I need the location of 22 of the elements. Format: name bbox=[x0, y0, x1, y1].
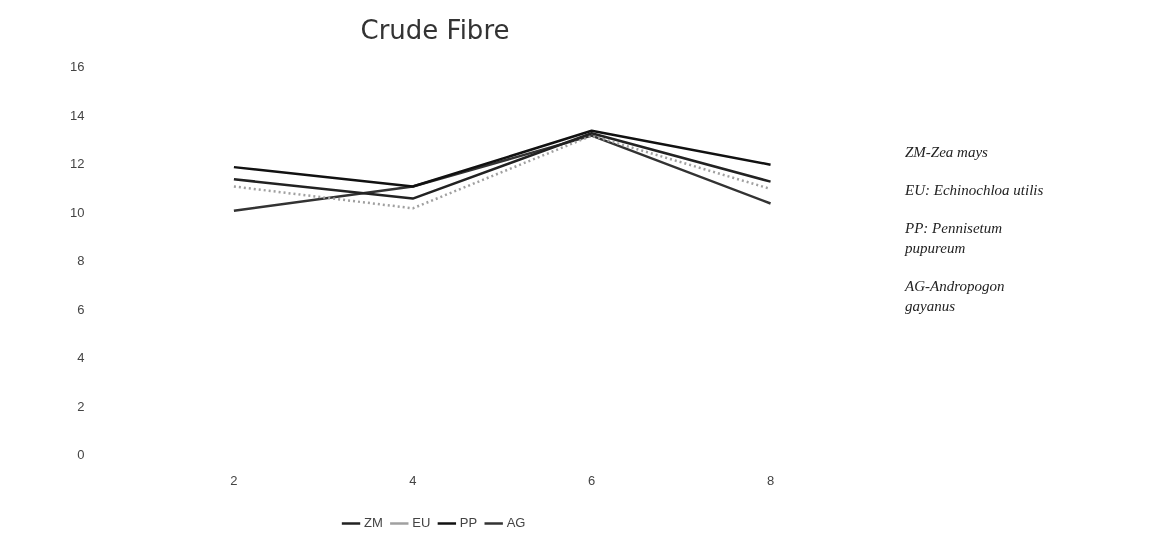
x-tick-label: 2 bbox=[230, 472, 238, 488]
y-tick-label: 12 bbox=[69, 156, 85, 172]
text: PP: Pennisetum pupureum bbox=[905, 219, 1004, 258]
y-tick-label: 14 bbox=[69, 107, 85, 123]
y-tick-label: 0 bbox=[77, 446, 85, 462]
chart-title: Crude Fibre bbox=[360, 14, 510, 45]
text: EU: Echinochloa utilis bbox=[905, 181, 1045, 200]
legend-label: PP bbox=[459, 515, 478, 531]
text: AG-Andropogon gayanus bbox=[905, 277, 1006, 316]
y-tick-label: 8 bbox=[77, 253, 85, 269]
y-tick-label: 10 bbox=[69, 204, 85, 220]
y-tick-label: 4 bbox=[77, 350, 85, 366]
legend-label: ZM bbox=[364, 515, 383, 531]
x-tick-label: 8 bbox=[766, 472, 775, 488]
legend-label: AG bbox=[506, 515, 526, 531]
legend-label: EU bbox=[412, 515, 431, 531]
y-tick-label: 6 bbox=[77, 301, 85, 317]
x-tick-label: 6 bbox=[588, 472, 596, 488]
y-tick-label: 16 bbox=[69, 59, 85, 75]
y-tick-label: 2 bbox=[77, 398, 85, 414]
x-tick-label: 4 bbox=[409, 472, 417, 488]
text: ZM-Zea mays bbox=[905, 143, 989, 162]
